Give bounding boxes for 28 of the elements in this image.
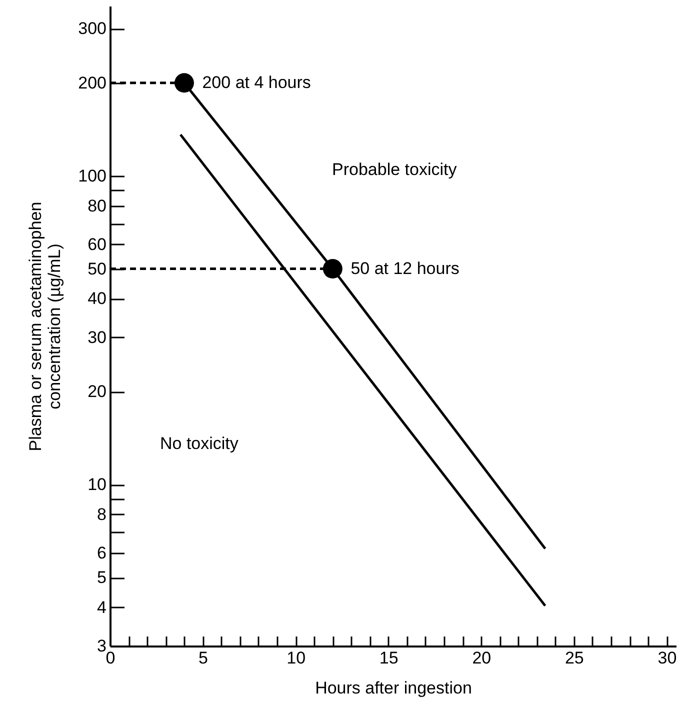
- x-tick-label: 20: [472, 648, 492, 668]
- annotation: No toxicity: [160, 434, 239, 453]
- y-tick-label: 40: [88, 289, 106, 308]
- y-axis-title: Plasma or serum acetaminophen concentration (µg/mL): [26, 202, 64, 452]
- x-axis-title: Hours after ingestion: [315, 678, 472, 698]
- y-tick-label: 100: [78, 166, 106, 186]
- x-tick-label: 30: [658, 648, 677, 668]
- y-tick-label: 60: [88, 234, 106, 254]
- y-tick-label: 3: [97, 636, 106, 656]
- y-tick-label: 5: [97, 568, 106, 588]
- annotation: Probable toxicity: [332, 160, 458, 179]
- y-tick-label: 6: [97, 544, 106, 563]
- x-tick-label: 15: [379, 648, 398, 668]
- y-tick-label: 300: [78, 19, 106, 38]
- x-tick-label: 0: [106, 648, 116, 668]
- x-tick-label: 5: [198, 648, 208, 668]
- annotation: 200 at 4 hours: [202, 72, 311, 92]
- y-tick-label: 8: [97, 504, 106, 524]
- y-tick-label: 10: [88, 475, 106, 494]
- y-tick-label: 80: [88, 196, 106, 216]
- y-tick-label: 30: [88, 328, 106, 347]
- y-tick-label: 4: [97, 598, 106, 617]
- x-tick-label: 25: [564, 648, 584, 668]
- y-tick-label: 200: [78, 73, 106, 92]
- x-tick-label: 10: [286, 648, 306, 668]
- annotation: 50 at 12 hours: [350, 258, 460, 278]
- y-tick-label: 50: [88, 259, 106, 278]
- y-tick-label: 20: [88, 382, 106, 402]
